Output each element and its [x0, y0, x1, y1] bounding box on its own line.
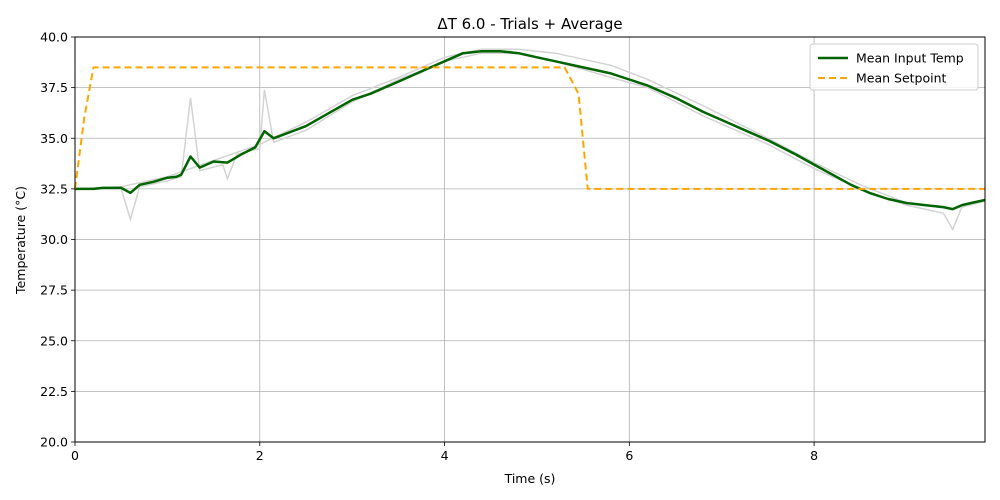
legend-label: Mean Setpoint — [856, 71, 947, 86]
chart-title: ΔT 6.0 - Trials + Average — [437, 15, 622, 33]
y-tick-label: 30.0 — [40, 232, 68, 247]
y-tick-label: 35.0 — [40, 131, 68, 146]
setpoint-series-line — [74, 66, 985, 190]
y-tick-label: 22.5 — [40, 384, 68, 399]
y-tick-label: 40.0 — [40, 30, 68, 45]
x-axis-ticks: 0 2 4 6 8 — [71, 442, 818, 463]
x-axis-title: Time (s) — [504, 471, 556, 486]
x-tick-label: 4 — [441, 448, 449, 463]
y-axis-ticks: 20.0 22.5 25.0 27.5 30.0 32.5 35.0 37.5 40.0 — [40, 30, 75, 450]
trial-line — [74, 48, 986, 210]
y-axis-title: Temperature (°C) — [13, 186, 28, 295]
legend-box — [809, 43, 979, 91]
x-tick-label: 0 — [71, 448, 79, 463]
y-tick-label: 37.5 — [40, 80, 68, 95]
y-tick-label: 25.0 — [40, 333, 68, 348]
x-tick-label: 6 — [625, 448, 633, 463]
y-tick-label: 27.5 — [40, 283, 68, 298]
series-lines — [74, 49, 986, 211]
x-tick-label: 8 — [810, 448, 818, 463]
x-tick-label: 2 — [256, 448, 264, 463]
legend-label: Mean Input Temp — [856, 51, 964, 66]
y-tick-label: 32.5 — [40, 181, 68, 196]
y-tick-label: 20.0 — [40, 435, 68, 450]
legend: Mean Input Temp Mean Setpoint — [809, 43, 979, 91]
